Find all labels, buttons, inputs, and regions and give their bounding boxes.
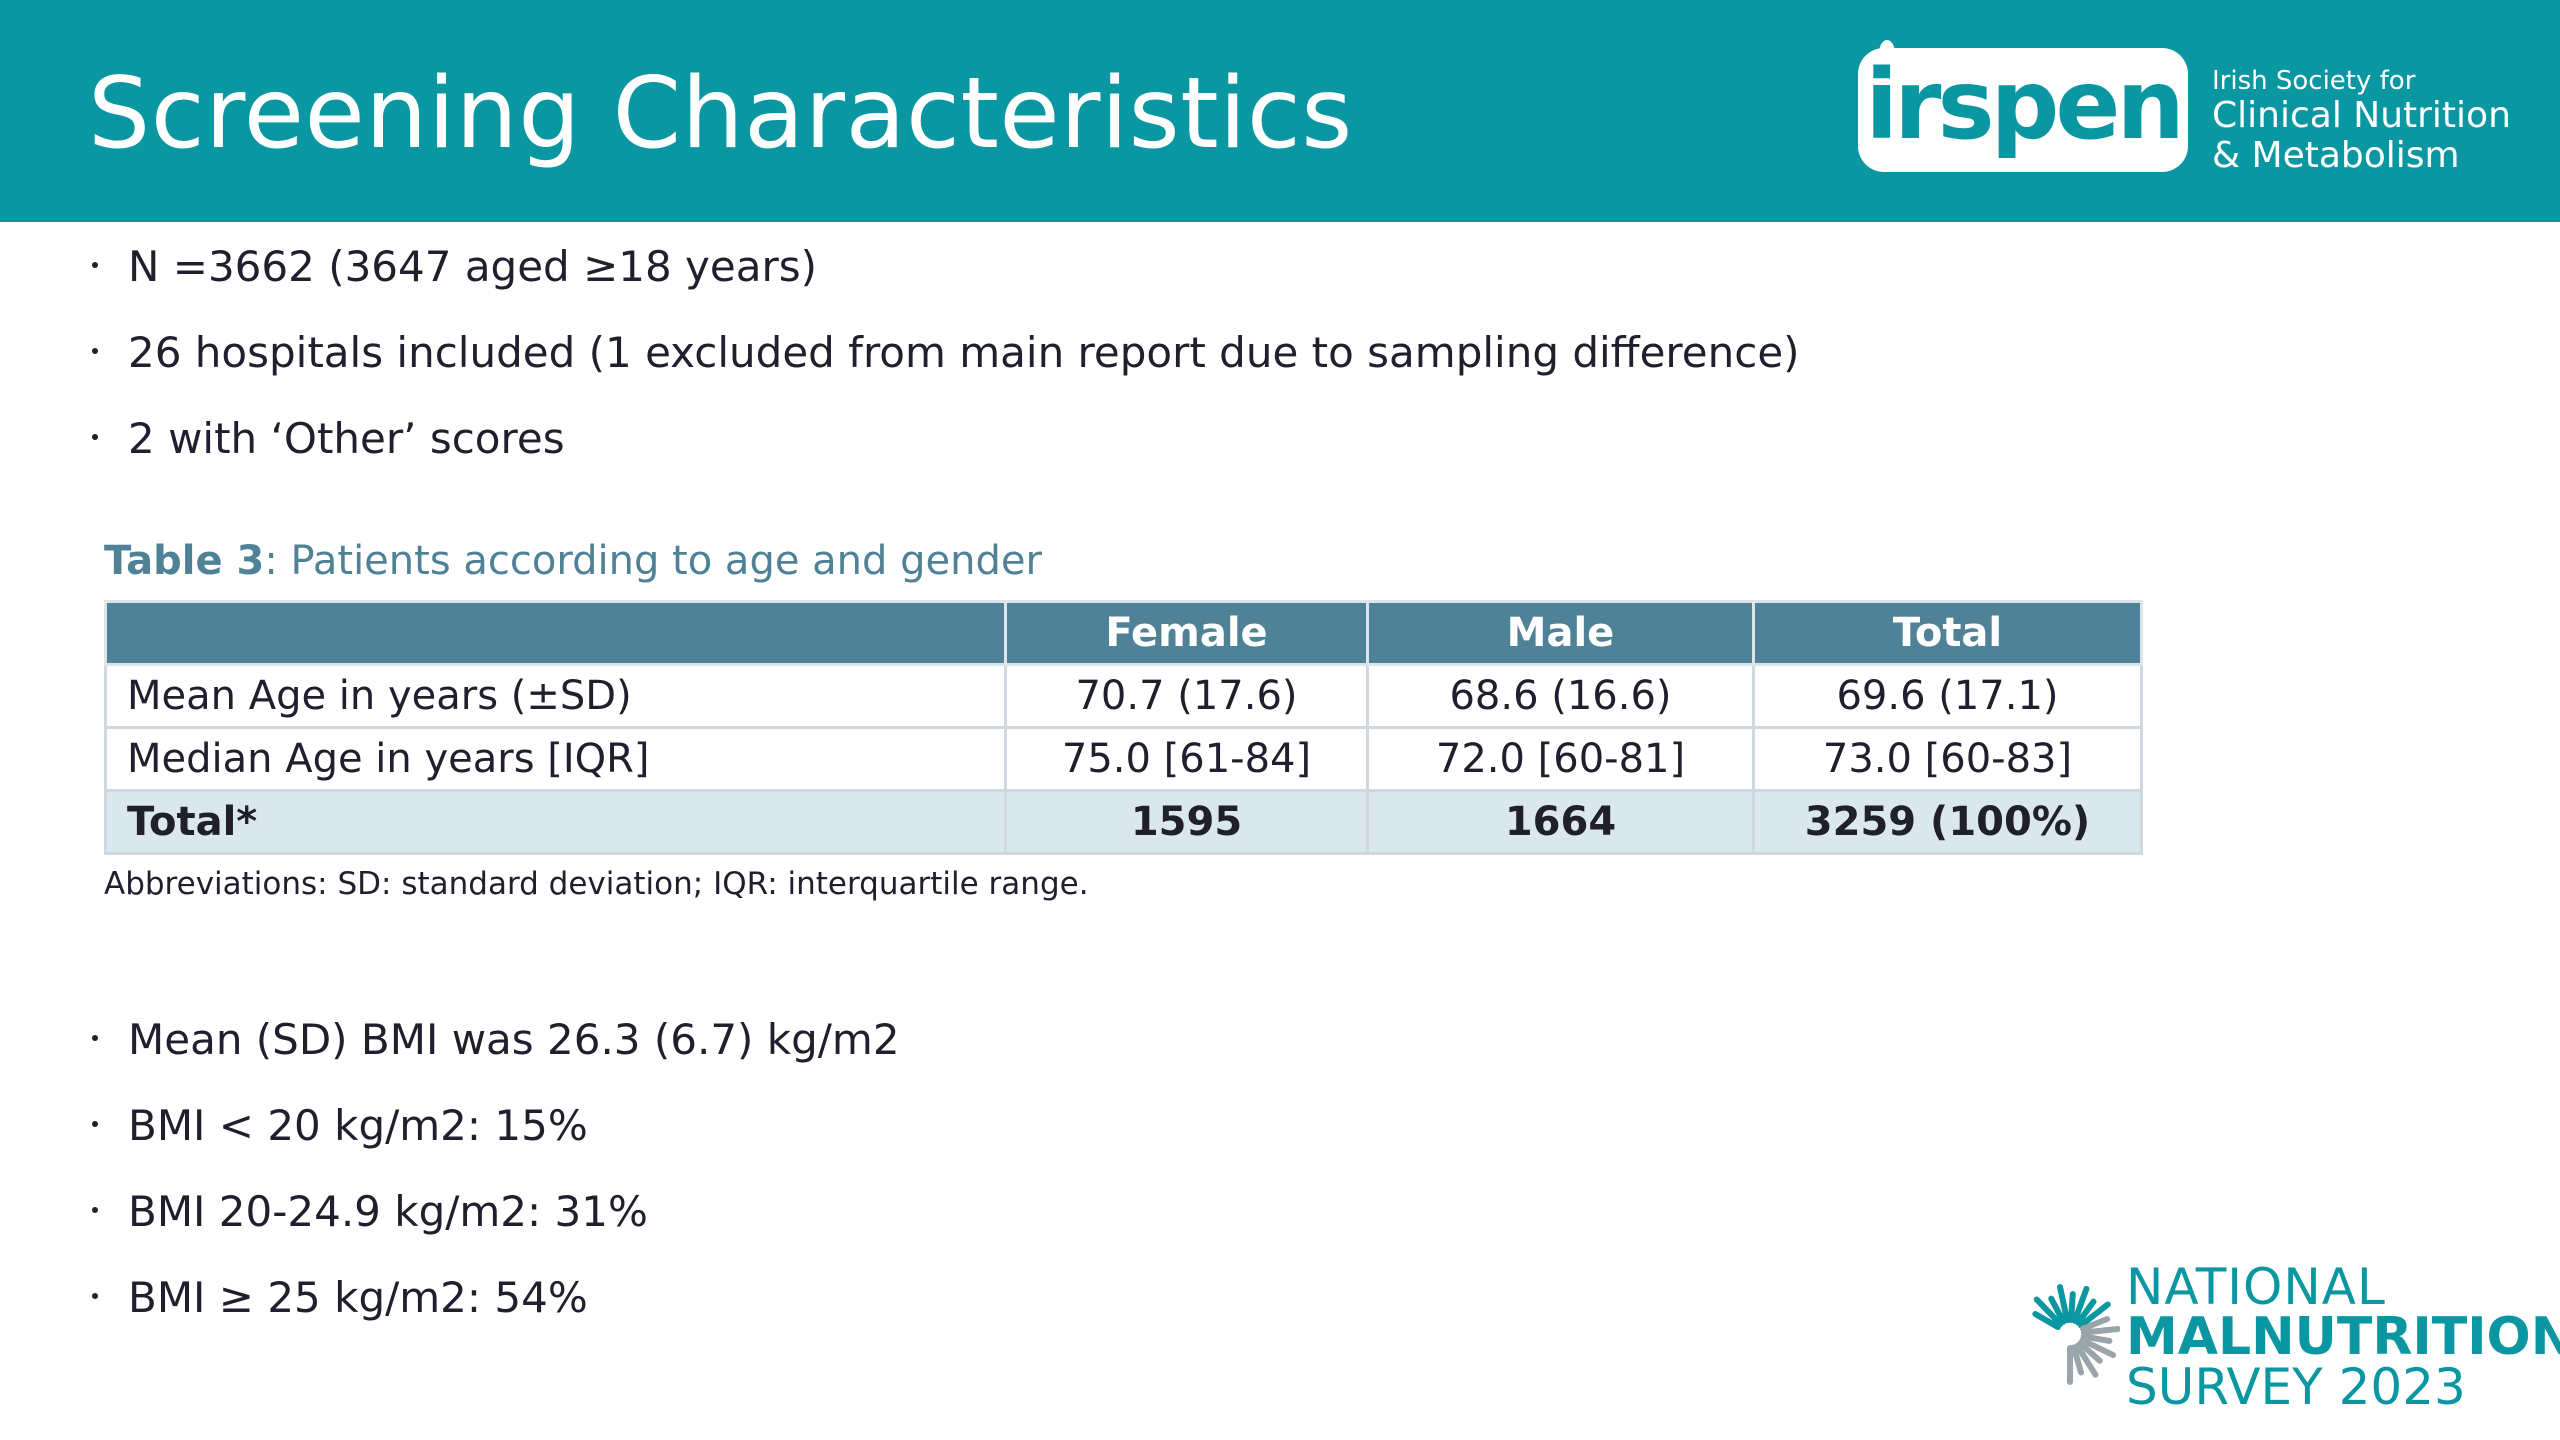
table-row: Median Age in years [IQR] 75.0 [61-84] 7…	[104, 726, 2143, 792]
table-caption-text: : Patients according to age and gender	[264, 538, 1042, 584]
table-cell: 1664	[1366, 789, 1755, 855]
sunburst-ray	[2070, 1344, 2085, 1376]
survey-logo: NATIONAL MALNUTRITION SURVEY 2023	[2010, 1262, 2560, 1422]
sunburst-ray	[2032, 1311, 2061, 1330]
sunburst-ray	[2057, 1284, 2071, 1324]
table-cell: 75.0 [61-84]	[1004, 726, 1369, 792]
irspen-wordmark: irspen	[1865, 49, 2185, 161]
table-header-row: Female Male Total	[104, 600, 2143, 666]
page-title: Screening Characteristics	[88, 57, 1353, 171]
irspen-logo: irspen	[1858, 40, 2188, 172]
bullet-item: N =3662 (3647 aged ≥18 years)	[88, 224, 1800, 310]
survey-logo-line-3: SURVEY 2023	[2126, 1358, 2466, 1416]
row-label: Median Age in years [IQR]	[104, 726, 1007, 792]
header-banner: Screening Characteristics irspen Irish S…	[0, 0, 2560, 222]
logo-line-1: Irish Society for	[2212, 66, 2416, 96]
survey-logo-line-2: MALNUTRITION	[2126, 1307, 2560, 1367]
header-cell-female: Female	[1004, 600, 1369, 666]
sunburst-ray	[2075, 1298, 2097, 1326]
age-gender-table: Female Male Total Mean Age in years (±SD…	[104, 600, 2143, 855]
table-caption-label: Table 3	[104, 538, 265, 584]
sunburst-ray	[2078, 1301, 2111, 1329]
logo-line-2: Clinical Nutrition	[2212, 95, 2511, 136]
irspen-logo-text: Irish Society for Clinical Nutrition & M…	[2212, 66, 2511, 176]
sunburst-icon	[2032, 1284, 2120, 1385]
logo-line-3: & Metabolism	[2212, 135, 2460, 176]
table-cell: 72.0 [60-81]	[1366, 726, 1755, 792]
table-cell: 69.6 (17.1)	[1752, 663, 2143, 729]
header-cell-male: Male	[1366, 600, 1755, 666]
header-cell-total: Total	[1752, 600, 2143, 666]
table-cell: 70.7 (17.6)	[1004, 663, 1369, 729]
table-caption: Table 3: Patients according to age and g…	[104, 538, 1042, 584]
survey-logo-text: NATIONAL MALNUTRITION SURVEY 2023	[2126, 1262, 2560, 1412]
sunburst-ray	[2033, 1296, 2064, 1327]
bullet-item: 2 with ‘Other’ scores	[88, 396, 1800, 482]
row-label: Mean Age in years (±SD)	[104, 663, 1007, 729]
bottom-bullet-list: Mean (SD) BMI was 26.3 (6.7) kg/m2 BMI <…	[88, 997, 900, 1341]
table-abbreviations: Abbreviations: SD: standard deviation; I…	[104, 866, 1089, 902]
table-cell: 3259 (100%)	[1752, 789, 2143, 855]
survey-logo-line-1: NATIONAL	[2126, 1258, 2386, 1316]
header-cell-empty	[104, 600, 1007, 666]
top-bullet-list: N =3662 (3647 aged ≥18 years) 26 hospita…	[88, 224, 1800, 482]
sunburst-ray	[2048, 1295, 2067, 1325]
row-label: Total*	[104, 789, 1007, 855]
sunburst-ray	[2080, 1333, 2113, 1344]
bullet-item: Mean (SD) BMI was 26.3 (6.7) kg/m2	[88, 997, 900, 1083]
sunburst-ray	[2074, 1342, 2099, 1378]
sunburst-ray	[2079, 1337, 2117, 1359]
sunburst-ray	[2080, 1325, 2120, 1336]
logo-drop-icon	[1879, 40, 1895, 62]
bullet-item: 26 hospitals included (1 excluded from m…	[88, 310, 1800, 396]
sunburst-ray	[2077, 1340, 2103, 1364]
table-cell: 68.6 (16.6)	[1366, 663, 1755, 729]
table-cell: 1595	[1004, 789, 1369, 855]
table-row: Mean Age in years (±SD) 70.7 (17.6) 68.6…	[104, 663, 2143, 729]
sunburst-ray	[2071, 1285, 2090, 1324]
sunburst-ray	[2067, 1291, 2076, 1324]
table-total-row: Total* 1595 1664 3259 (100%)	[104, 789, 2143, 855]
bullet-item: BMI 20-24.9 kg/m2: 31%	[88, 1169, 900, 1255]
bullet-item: BMI < 20 kg/m2: 15%	[88, 1083, 900, 1169]
bullet-item: BMI ≥ 25 kg/m2: 54%	[88, 1255, 900, 1341]
table-cell: 73.0 [60-83]	[1752, 726, 2143, 792]
sunburst-ray	[2079, 1316, 2111, 1332]
